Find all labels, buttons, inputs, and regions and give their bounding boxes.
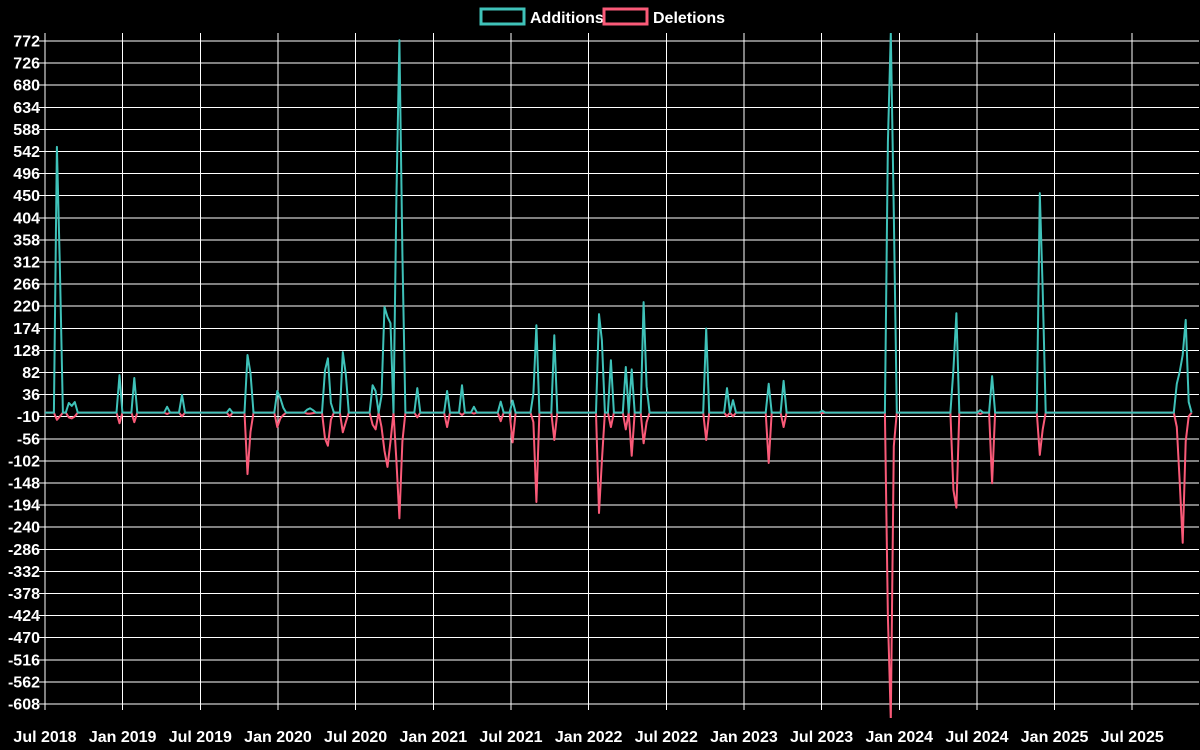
x-axis-tick-label: Jan 2023 (710, 729, 778, 746)
chart-legend: Additions Deletions (479, 7, 725, 27)
y-axis-tick-label: -378 (8, 586, 40, 603)
y-axis-tick-label: 772 (13, 34, 40, 51)
y-axis-tick-label: -424 (8, 608, 40, 625)
y-axis-tick-label: -240 (8, 520, 40, 537)
x-axis-tick-label: Jul 2025 (1101, 729, 1164, 746)
y-axis-tick-label: 588 (13, 122, 40, 139)
deletions-legend-label: Deletions (653, 10, 725, 27)
additions-line (45, 33, 1193, 414)
y-axis-tick-label: -608 (8, 697, 40, 714)
additions-legend-label: Additions (530, 10, 604, 27)
axis-labels: 772 726 680 634 588 542 496 450 404 358 312 266 220 1… (8, 34, 1164, 747)
y-axis-tick-label: 82 (22, 365, 40, 382)
series-layer (45, 33, 1193, 718)
y-axis-tick-label: -332 (8, 564, 40, 581)
x-axis-tick-label: Jul 2023 (790, 729, 853, 746)
grid-layer (39, 33, 1199, 710)
y-axis-tick-label: 404 (13, 210, 40, 227)
y-axis-tick-label: 312 (13, 255, 40, 272)
y-axis-tick-label: -56 (17, 431, 40, 448)
x-axis-tick-label: Jan 2024 (865, 729, 933, 746)
y-axis-tick-label: 726 (13, 56, 40, 73)
y-axis-tick-label: 36 (22, 387, 40, 404)
deletions-legend-swatch (602, 7, 649, 26)
y-axis-tick-label: 496 (13, 166, 40, 183)
additions-legend-swatch (479, 7, 526, 26)
y-axis-tick-label: -102 (8, 453, 40, 470)
y-axis-tick-label: 634 (13, 100, 40, 117)
legend-item-additions[interactable]: Additions (479, 7, 604, 27)
x-axis-tick-label: Jul 2020 (324, 729, 387, 746)
x-axis-tick-label: Jan 2022 (555, 729, 623, 746)
y-axis-tick-label: 680 (13, 78, 40, 95)
y-axis-tick-label: 128 (13, 343, 40, 360)
y-axis-tick-label: 450 (13, 188, 40, 205)
x-axis-tick-label: Jul 2024 (945, 729, 1008, 746)
x-axis-tick-label: Jul 2019 (169, 729, 232, 746)
y-axis-tick-label: -148 (8, 476, 40, 493)
y-axis-tick-label: 174 (13, 321, 40, 338)
x-axis-tick-label: Jan 2025 (1021, 729, 1089, 746)
legend-item-deletions[interactable]: Deletions (602, 7, 725, 27)
y-axis-tick-label: 542 (13, 144, 40, 161)
y-axis-tick-label: -470 (8, 630, 40, 647)
y-axis-tick-label: -286 (8, 542, 40, 559)
x-axis-tick-label: Jul 2022 (635, 729, 698, 746)
x-axis-tick-label: Jan 2020 (244, 729, 312, 746)
x-axis-tick-label: Jul 2021 (479, 729, 542, 746)
y-axis-tick-label: -562 (8, 674, 40, 691)
deletions-line (45, 411, 1193, 718)
y-axis-tick-label: -10 (17, 409, 40, 426)
y-axis-tick-label: -516 (8, 652, 40, 669)
x-axis-tick-label: Jul 2018 (13, 729, 76, 746)
y-axis-tick-label: -194 (8, 498, 40, 515)
x-axis-tick-label: Jan 2019 (89, 729, 157, 746)
x-axis-tick-label: Jan 2021 (399, 729, 467, 746)
y-axis-tick-label: 266 (13, 277, 40, 294)
y-axis-tick-label: 358 (13, 232, 40, 249)
y-axis-tick-label: 220 (13, 299, 40, 316)
